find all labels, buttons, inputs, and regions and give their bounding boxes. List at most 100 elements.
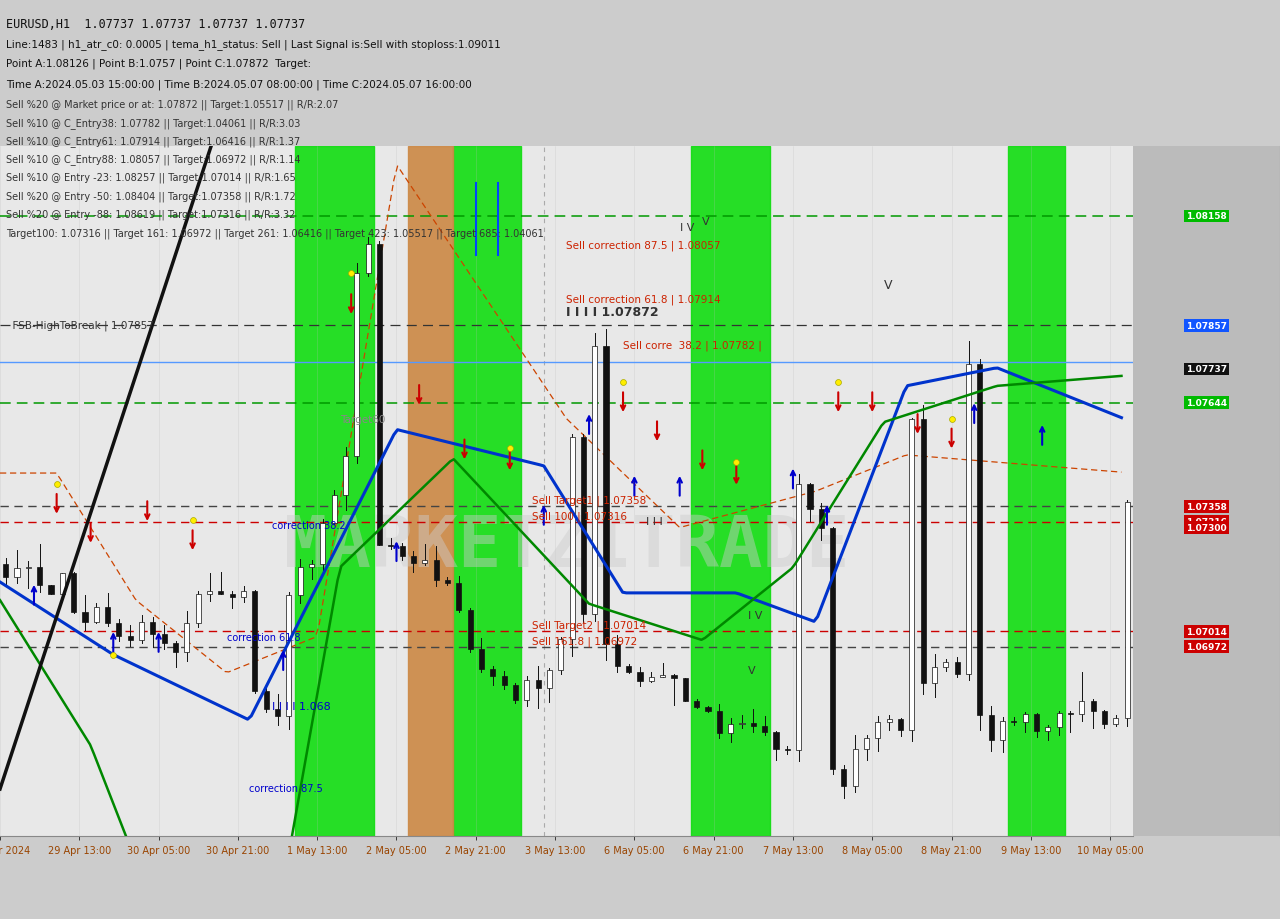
Bar [252,592,257,691]
Text: V: V [748,665,755,675]
Text: Sell %20 @ Entry -50: 1.08404 || Target:1.07358 || R/R:1.72: Sell %20 @ Entry -50: 1.08404 || Target:… [6,191,296,201]
Bar [140,622,145,641]
Bar [308,564,314,567]
Text: 1.07358: 1.07358 [1187,503,1226,511]
Bar [1000,720,1005,740]
Point [941,412,961,426]
Bar [762,726,767,732]
Bar [932,667,937,684]
Bar [672,675,677,678]
Text: Sell 100 | 1.07316: Sell 100 | 1.07316 [532,511,627,521]
Bar [411,556,416,563]
Bar [1009,147,1065,836]
Text: Sell %10 @ C_Entry61: 1.07914 || Target:1.06416 || R/R:1.37: Sell %10 @ C_Entry61: 1.07914 || Target:… [6,136,301,147]
Bar [376,245,381,545]
Bar [819,510,824,528]
Bar [294,147,374,836]
Bar [82,612,87,622]
Text: Sell %20 @ Entry -88: 1.08619 || Target:1.07316 || R/R:3.32: Sell %20 @ Entry -88: 1.08619 || Target:… [6,210,296,220]
Bar [1011,720,1016,722]
Bar [3,564,8,578]
Bar [72,573,77,612]
Text: Sell corre  38.2 | 1.07782 |: Sell corre 38.2 | 1.07782 | [623,340,762,351]
Bar [207,591,212,595]
Point [828,376,849,391]
Bar [1046,728,1051,732]
Text: I I I I 1.07872: I I I I 1.07872 [566,306,659,319]
Bar [660,675,666,677]
Bar [196,595,201,624]
Bar [841,769,846,786]
Point [104,648,123,663]
Bar [513,686,518,700]
Text: Point A:1.08126 | Point B:1.0757 | Point C:1.07872  Target:: Point A:1.08126 | Point B:1.0757 | Point… [6,59,311,69]
Bar [785,749,790,751]
Text: Sell 161.8 | 1.06972: Sell 161.8 | 1.06972 [532,636,637,647]
Bar [275,709,280,717]
Point [182,514,202,528]
Bar [728,724,733,732]
Bar [366,245,371,274]
Bar [887,720,892,722]
Bar [1125,503,1130,719]
Text: 1.07644: 1.07644 [1185,399,1228,408]
Bar [453,147,521,836]
Text: I V: I V [680,222,694,233]
Bar [37,568,42,585]
Text: 1.07737: 1.07737 [1185,365,1228,374]
Bar [603,346,608,644]
Bar [467,610,472,650]
Bar [49,585,54,594]
Text: Target60: Target60 [340,414,385,425]
Text: 1.06972: 1.06972 [1185,642,1228,652]
Bar [637,672,643,681]
Bar [1034,714,1039,732]
Bar [740,723,745,724]
Bar [1079,701,1084,715]
Text: I I I I 1.068: I I I I 1.068 [271,701,330,711]
Bar [1102,711,1107,724]
Bar [852,749,858,786]
Bar [287,596,292,717]
Text: 1.07300: 1.07300 [1187,524,1226,532]
Bar [264,691,269,709]
Bar [955,663,960,675]
Text: Sell correction 87.5 | 1.08057: Sell correction 87.5 | 1.08057 [566,241,721,251]
Text: FSB-HighToBreak | 1.07857: FSB-HighToBreak | 1.07857 [5,321,154,331]
Bar [535,680,540,688]
Bar [399,547,404,556]
Text: Sell %10 @ C_Entry88: 1.08057 || Target:1.06972 || R/R:1.14: Sell %10 @ C_Entry88: 1.08057 || Target:… [6,154,301,165]
Bar [966,365,972,675]
Bar [14,569,19,578]
Bar [978,365,983,715]
Text: Sell Target2 | 1.07014: Sell Target2 | 1.07014 [532,619,646,630]
Point [726,455,746,470]
Bar [558,639,563,671]
Bar [1068,713,1073,715]
Bar [1114,719,1119,724]
Bar [241,592,246,597]
Text: Sell %10 @ C_Entry38: 1.07782 || Target:1.04061 || R/R:3.03: Sell %10 @ C_Entry38: 1.07782 || Target:… [6,118,301,129]
Bar [60,573,65,594]
Bar [93,607,99,622]
Bar [1056,713,1061,728]
Bar [502,676,507,686]
Bar [943,663,948,667]
Bar [408,147,453,836]
Text: Time A:2024.05.03 15:00:00 | Time B:2024.05.07 08:00:00 | Time C:2024.05.07 16:0: Time A:2024.05.03 15:00:00 | Time B:2024… [6,79,472,89]
Bar [808,484,813,510]
Bar [614,644,620,666]
Bar [649,677,654,681]
Bar [479,650,484,670]
Bar [298,567,303,596]
Bar [593,346,598,615]
Bar [581,437,586,615]
Bar [694,701,699,708]
Bar [105,607,110,624]
Bar [909,419,914,731]
Text: correction 61.8: correction 61.8 [227,632,300,642]
Bar [682,678,687,701]
Text: correction 87.5: correction 87.5 [250,783,323,793]
Bar [751,723,756,726]
Bar [920,419,925,684]
